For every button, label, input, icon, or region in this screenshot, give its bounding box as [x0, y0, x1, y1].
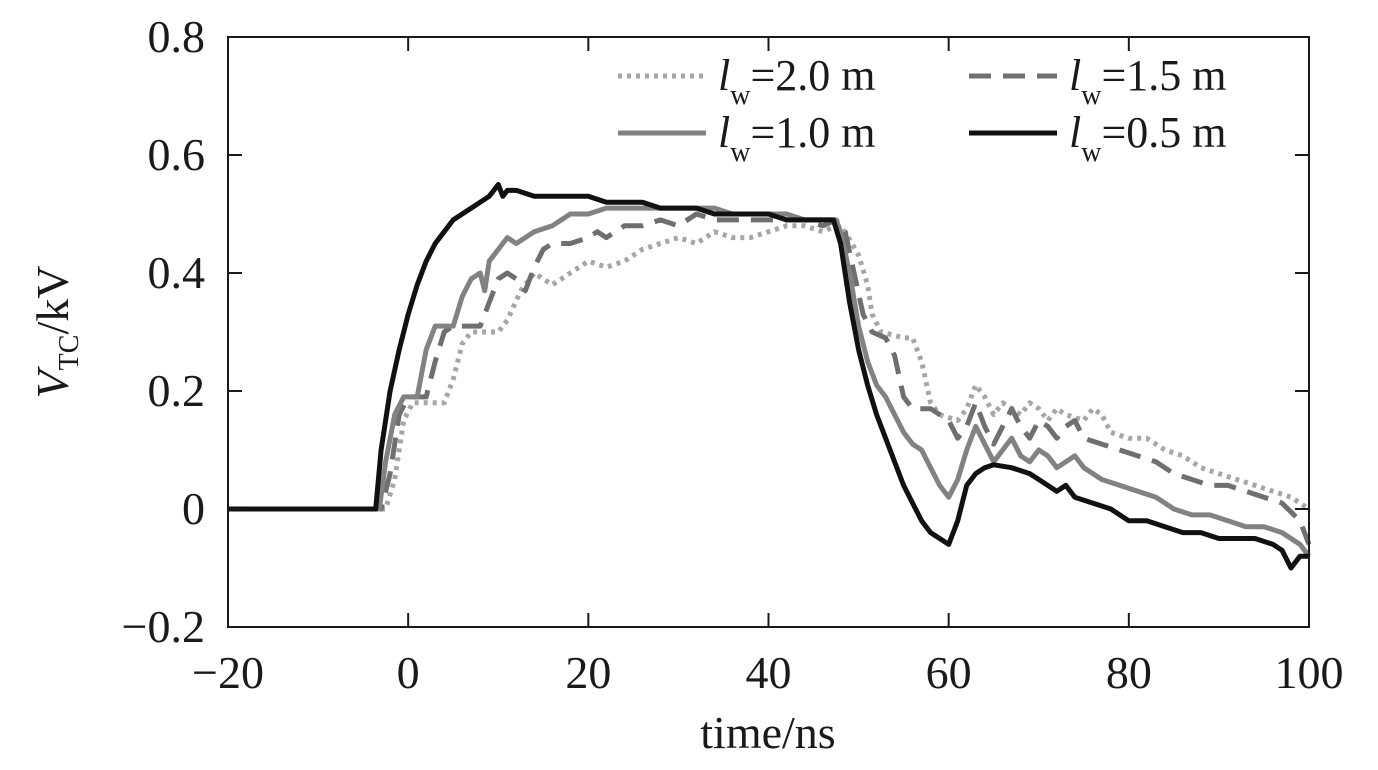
x-tick-label: 0: [397, 647, 420, 698]
series-line-4: [228, 182, 1309, 571]
y-tick-label: 0: [182, 483, 205, 534]
y-tick-label: 0.6: [148, 129, 206, 180]
y-tick-label: 0.8: [148, 11, 206, 62]
y-tick-label: −0.2: [122, 601, 205, 652]
x-tick-label: −20: [192, 647, 264, 698]
y-tick-label: 0.2: [148, 365, 206, 416]
y-axis-title: VTC/kV: [27, 266, 85, 399]
legend-label-2: lw=1.5 m: [1069, 51, 1227, 111]
y-axis-title-var: V: [27, 365, 78, 398]
legend-label-1: lw=2.0 m: [718, 51, 876, 111]
y-axis-title-sub: TC: [54, 335, 85, 371]
series-line-2: [228, 211, 1312, 546]
x-tick-label: 100: [1275, 647, 1344, 698]
y-tick-label: 0.4: [148, 247, 206, 298]
x-axis-title: time/ns: [700, 707, 835, 758]
y-axis: −0.2 0 0.2 0.4 0.6 0.8: [122, 11, 1309, 652]
x-tick-label: 80: [1106, 647, 1152, 698]
series-line-3: [228, 205, 1311, 558]
x-tick-label: 40: [746, 647, 792, 698]
x-tick-label: 60: [926, 647, 972, 698]
series-line-1: [228, 223, 1311, 512]
y-axis-title-unit: /kV: [27, 266, 78, 335]
legend: lw=2.0 m lw=1.5 m lw=1.0 m lw=0.5 m: [618, 51, 1227, 168]
x-tick-label: 20: [565, 647, 611, 698]
legend-label-3: lw=1.0 m: [718, 108, 876, 168]
plot-lines: [228, 182, 1312, 571]
legend-label-4: lw=0.5 m: [1069, 108, 1227, 168]
x-axis: −20 0 20 40 60 80 100: [192, 37, 1344, 698]
